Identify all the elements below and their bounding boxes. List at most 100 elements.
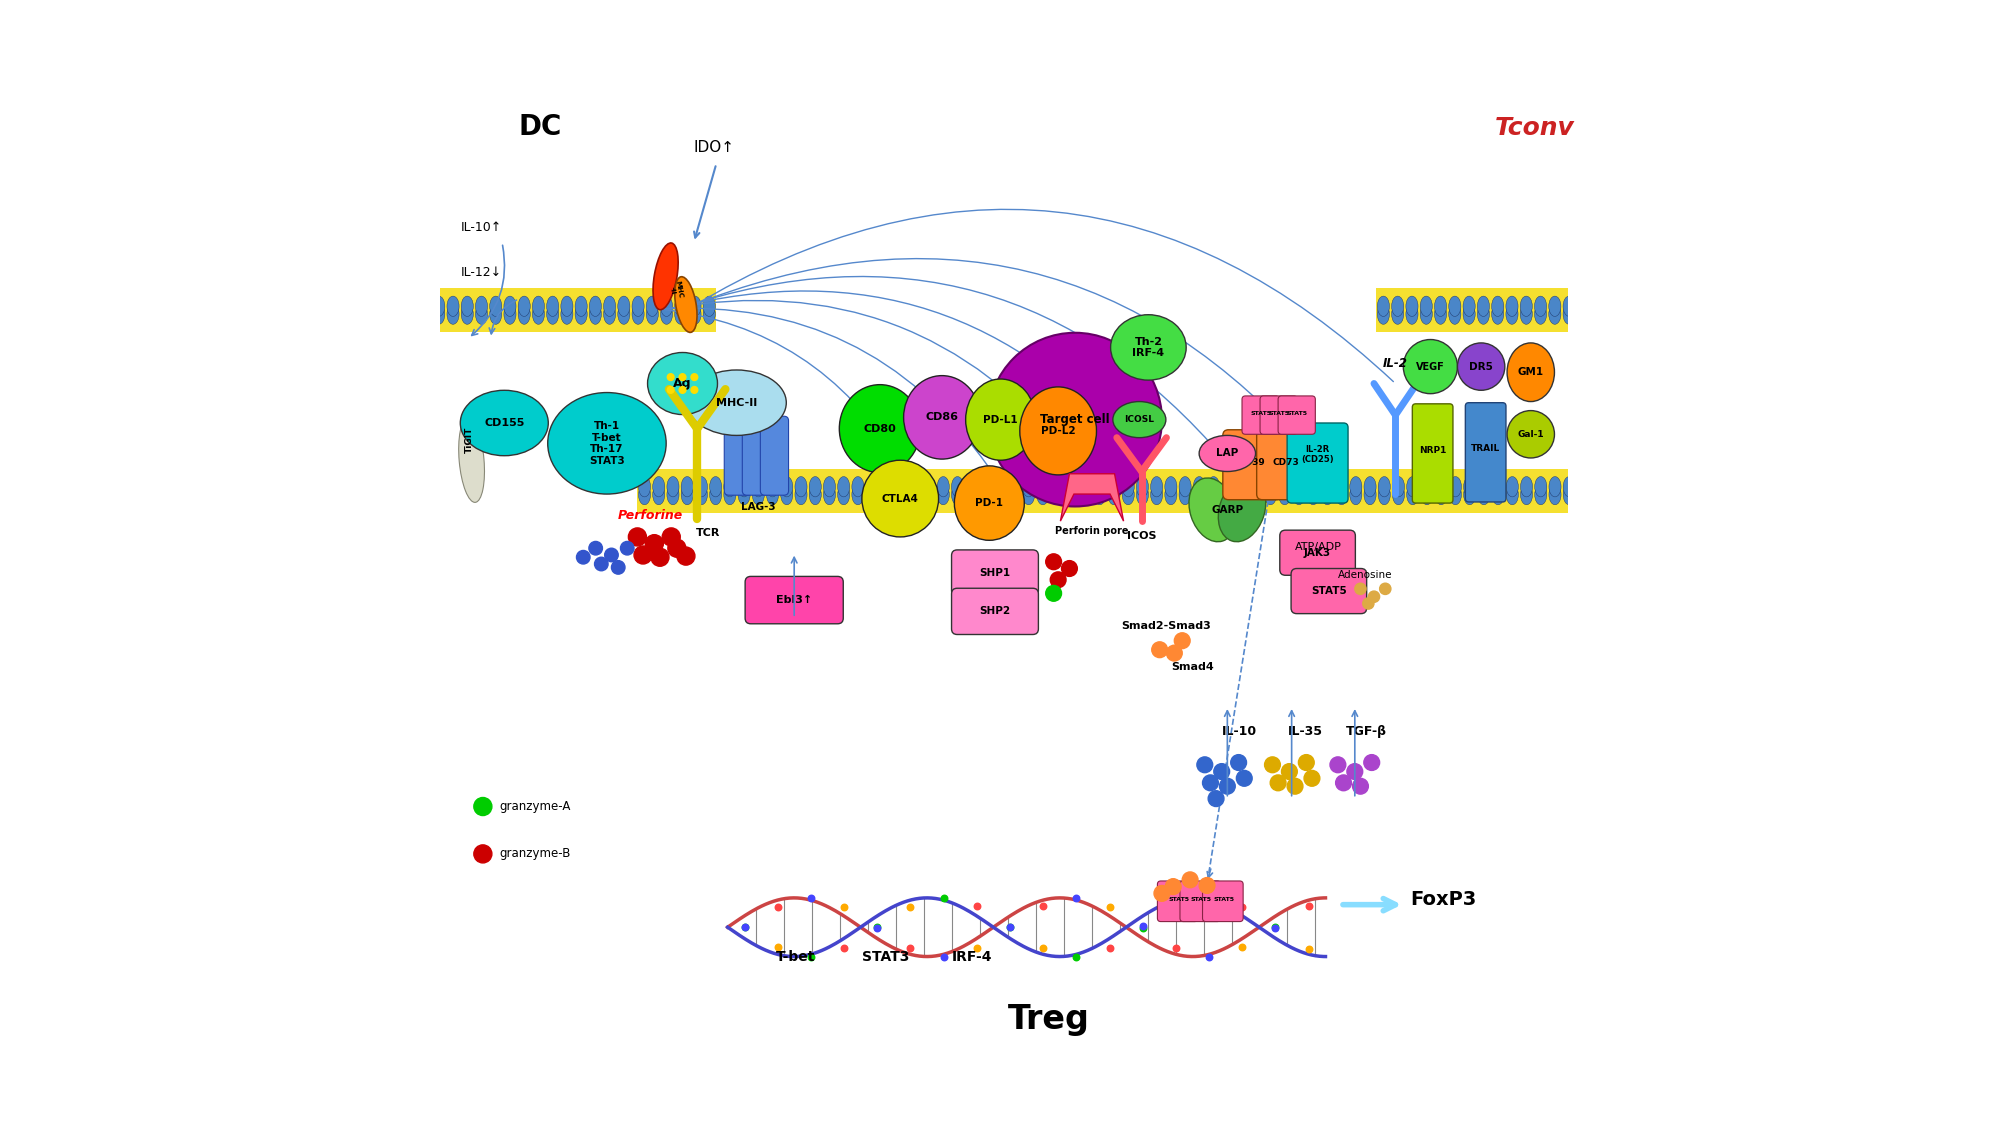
- Ellipse shape: [1463, 485, 1475, 505]
- Ellipse shape: [839, 385, 919, 473]
- Circle shape: [1174, 633, 1190, 649]
- Ellipse shape: [1122, 485, 1134, 505]
- Circle shape: [668, 539, 686, 557]
- Ellipse shape: [1321, 477, 1333, 497]
- Text: IL-10↑: IL-10↑: [460, 221, 502, 235]
- Text: IL-2R
(CD25): IL-2R (CD25): [1301, 446, 1333, 465]
- Ellipse shape: [1391, 303, 1403, 325]
- Ellipse shape: [632, 303, 644, 325]
- Ellipse shape: [1533, 477, 1545, 497]
- Text: Smad4: Smad4: [1170, 662, 1212, 672]
- Ellipse shape: [1433, 303, 1445, 325]
- Ellipse shape: [434, 303, 446, 325]
- Ellipse shape: [518, 303, 530, 325]
- Ellipse shape: [1491, 303, 1503, 325]
- Text: Target cell: Target cell: [1040, 413, 1110, 426]
- Ellipse shape: [1505, 303, 1517, 325]
- Ellipse shape: [638, 477, 650, 497]
- Circle shape: [1046, 585, 1062, 601]
- Ellipse shape: [532, 303, 544, 325]
- Ellipse shape: [1192, 477, 1204, 497]
- Ellipse shape: [951, 477, 963, 497]
- Point: [1026, 897, 1058, 915]
- Ellipse shape: [1066, 485, 1078, 505]
- Ellipse shape: [1112, 402, 1166, 438]
- Circle shape: [1218, 778, 1234, 794]
- Circle shape: [1335, 775, 1351, 791]
- Ellipse shape: [560, 297, 572, 317]
- Text: CD155: CD155: [484, 418, 524, 428]
- Circle shape: [1202, 775, 1218, 791]
- Ellipse shape: [546, 297, 558, 317]
- Circle shape: [644, 535, 662, 553]
- Text: STAT5: STAT5: [1286, 411, 1307, 416]
- Ellipse shape: [1391, 477, 1403, 497]
- FancyBboxPatch shape: [1278, 396, 1315, 434]
- Ellipse shape: [1110, 315, 1186, 380]
- Ellipse shape: [1505, 477, 1517, 497]
- Text: DR5: DR5: [1469, 362, 1493, 371]
- Point: [1258, 918, 1291, 936]
- FancyBboxPatch shape: [725, 416, 753, 495]
- Circle shape: [690, 373, 696, 380]
- Ellipse shape: [865, 485, 877, 505]
- Point: [993, 918, 1026, 936]
- Ellipse shape: [1321, 485, 1333, 505]
- Ellipse shape: [1578, 477, 1590, 497]
- Ellipse shape: [518, 297, 530, 317]
- Ellipse shape: [1491, 297, 1503, 317]
- Ellipse shape: [767, 485, 779, 505]
- Ellipse shape: [1022, 477, 1034, 497]
- Text: DC: DC: [518, 113, 562, 141]
- Circle shape: [1212, 764, 1228, 779]
- Text: JAK3: JAK3: [1303, 548, 1331, 557]
- Bar: [1375, 288, 1590, 333]
- FancyBboxPatch shape: [1156, 881, 1198, 922]
- Ellipse shape: [604, 297, 616, 317]
- Ellipse shape: [1561, 485, 1573, 505]
- Ellipse shape: [460, 390, 548, 456]
- Ellipse shape: [1307, 477, 1319, 497]
- Ellipse shape: [476, 297, 488, 317]
- Ellipse shape: [1278, 477, 1291, 497]
- Circle shape: [1353, 778, 1367, 794]
- Ellipse shape: [1533, 297, 1545, 317]
- Ellipse shape: [1377, 477, 1389, 497]
- Text: STAT5: STAT5: [1168, 897, 1188, 902]
- Point: [893, 938, 925, 957]
- Circle shape: [604, 548, 618, 562]
- Circle shape: [1347, 764, 1363, 779]
- Point: [927, 948, 959, 966]
- Ellipse shape: [417, 297, 429, 317]
- Ellipse shape: [1457, 343, 1503, 390]
- Point: [959, 897, 991, 915]
- Ellipse shape: [1449, 485, 1461, 505]
- Text: GARP: GARP: [1210, 505, 1242, 514]
- Ellipse shape: [1405, 303, 1417, 325]
- Point: [1126, 917, 1158, 935]
- Ellipse shape: [1150, 485, 1162, 505]
- Ellipse shape: [660, 303, 672, 325]
- Ellipse shape: [1547, 485, 1559, 505]
- FancyBboxPatch shape: [951, 550, 1038, 596]
- Ellipse shape: [1236, 477, 1248, 497]
- Point: [1226, 938, 1258, 957]
- Ellipse shape: [1178, 485, 1190, 505]
- Ellipse shape: [861, 460, 937, 537]
- Ellipse shape: [1407, 485, 1419, 505]
- Ellipse shape: [1036, 477, 1048, 497]
- Circle shape: [588, 541, 602, 555]
- Ellipse shape: [1463, 303, 1475, 325]
- Ellipse shape: [993, 485, 1006, 505]
- Circle shape: [690, 387, 696, 394]
- Text: ICOS: ICOS: [1126, 531, 1156, 541]
- Ellipse shape: [1421, 477, 1433, 497]
- Ellipse shape: [1264, 485, 1276, 505]
- Circle shape: [1182, 872, 1198, 888]
- Ellipse shape: [604, 303, 616, 325]
- Ellipse shape: [476, 303, 488, 325]
- Circle shape: [1329, 757, 1345, 773]
- Text: CD80: CD80: [863, 424, 895, 433]
- Ellipse shape: [781, 477, 793, 497]
- Ellipse shape: [1349, 477, 1361, 497]
